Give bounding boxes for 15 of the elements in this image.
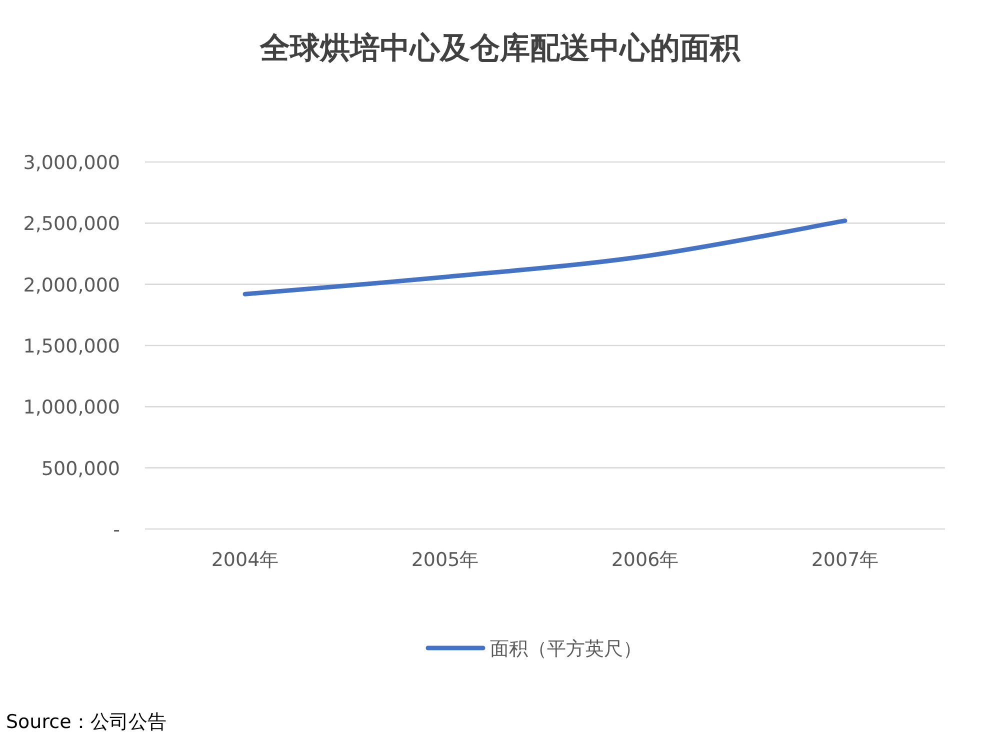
x-tick-label: 2007年: [811, 549, 879, 571]
source-note: Source：公司公告: [6, 711, 166, 733]
y-tick-label: 1,000,000: [23, 396, 120, 419]
x-tick-label: 2004年: [211, 549, 279, 571]
y-tick-label: 2,000,000: [23, 274, 120, 296]
y-tick-label: 3,000,000: [23, 152, 120, 174]
x-tick-label: 2006年: [611, 549, 679, 571]
x-tick-label: 2005年: [411, 549, 479, 571]
y-tick-label: 1,500,000: [23, 336, 120, 358]
y-tick-label: 2,500,000: [23, 213, 120, 236]
line-series: [242, 218, 848, 296]
y-tick-label: 500,000: [41, 458, 120, 480]
y-tick-label: -: [113, 519, 120, 541]
chart-title: 全球烘培中心及仓库配送中心的面积: [259, 31, 741, 66]
legend-label: 面积（平方英尺）: [490, 638, 642, 660]
